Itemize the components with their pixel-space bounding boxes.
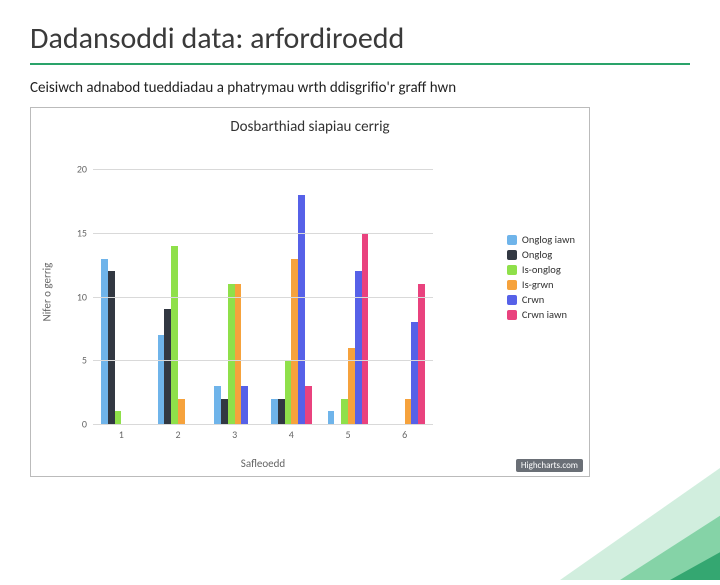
legend: Onglog iawn Onglog Is-onglog Is-grwn Crwn Crw… — [507, 231, 575, 323]
subtitle: Ceisiwch adnabod tueddiadau a phatrymau … — [30, 79, 690, 97]
bar — [355, 271, 362, 424]
legend-label: Onglog — [522, 248, 552, 261]
bar — [171, 246, 178, 424]
y-tick-label: 20 — [77, 163, 87, 176]
legend-label: Is-grwn — [522, 278, 554, 291]
bar — [164, 309, 171, 424]
legend-item: Is-onglog — [507, 263, 575, 276]
legend-item: Crwn iawn — [507, 308, 575, 321]
legend-swatch — [507, 280, 517, 290]
bars-layer — [93, 144, 433, 424]
legend-label: Crwn iawn — [522, 308, 567, 321]
y-axis-label: Nifer o gerrig — [41, 263, 54, 322]
bar — [418, 284, 425, 424]
bar — [348, 348, 355, 424]
bar — [241, 386, 248, 424]
chart-credit: Highcharts.com — [516, 459, 583, 472]
legend-item: Crwn — [507, 293, 575, 306]
triangle-icon — [620, 490, 720, 580]
bar — [101, 259, 108, 424]
x-tick-label: 2 — [175, 428, 180, 441]
bar — [214, 386, 221, 424]
bar — [341, 399, 348, 424]
gridline — [93, 297, 433, 298]
bar — [278, 399, 285, 424]
gridline — [93, 424, 433, 425]
triangle-icon — [670, 530, 720, 580]
bar — [108, 271, 115, 424]
bar — [328, 411, 335, 424]
x-tick-label: 1 — [119, 428, 124, 441]
x-tick-label: 5 — [345, 428, 350, 441]
plot: 05101520123456 — [93, 144, 433, 424]
legend-item: Onglog — [507, 248, 575, 261]
bar — [115, 411, 122, 424]
gridline — [93, 360, 433, 361]
legend-swatch — [507, 235, 517, 245]
bar — [285, 360, 292, 424]
y-tick-label: 0 — [82, 418, 87, 431]
gridline — [93, 169, 433, 170]
y-tick-label: 5 — [82, 354, 87, 367]
x-tick-label: 4 — [289, 428, 294, 441]
y-tick-label: 10 — [77, 290, 87, 303]
legend-label: Is-onglog — [522, 263, 561, 276]
legend-swatch — [507, 310, 517, 320]
chart-plot-area: 05101520123456 — [93, 144, 433, 424]
slide: Dadansoddi data: arfordiroedd Ceisiwch a… — [0, 0, 720, 540]
title-underline — [30, 63, 690, 65]
bar — [305, 386, 312, 424]
chart-title: Dosbarthiad siapiau cerrig — [41, 118, 579, 136]
bar — [158, 335, 165, 424]
x-tick-label: 3 — [232, 428, 237, 441]
bar — [178, 399, 185, 424]
bar — [291, 259, 298, 424]
y-tick-label: 15 — [77, 227, 87, 240]
legend-label: Crwn — [522, 293, 544, 306]
bar — [228, 284, 235, 424]
legend-swatch — [507, 265, 517, 275]
bar — [221, 399, 228, 424]
legend-item: Is-grwn — [507, 278, 575, 291]
bar — [235, 284, 242, 424]
bar — [405, 399, 412, 424]
legend-swatch — [507, 250, 517, 260]
legend-label: Onglog iawn — [522, 233, 575, 246]
page-title: Dadansoddi data: arfordiroedd — [30, 20, 690, 57]
bar — [271, 399, 278, 424]
legend-swatch — [507, 295, 517, 305]
x-axis-label: Safleoedd — [241, 457, 285, 470]
bar — [298, 195, 305, 424]
legend-item: Onglog iawn — [507, 233, 575, 246]
bar — [411, 322, 418, 424]
gridline — [93, 233, 433, 234]
bar — [362, 233, 369, 424]
chart-card: Dosbarthiad siapiau cerrig Nifer o gerri… — [30, 107, 590, 477]
x-tick-label: 6 — [402, 428, 407, 441]
